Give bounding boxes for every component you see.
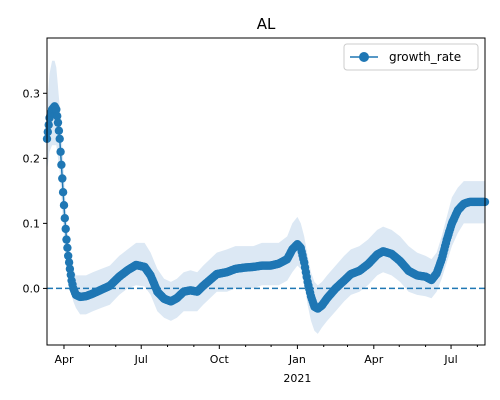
x-year-label: 2021 — [283, 372, 311, 385]
y-tick-label: 0.1 — [23, 217, 41, 230]
y-tick-label: 0.3 — [23, 87, 41, 100]
legend-label: growth_rate — [389, 50, 461, 64]
axes: 0.0 0.1 0.2 0.3 Apr Jul Oct Jan Apr Jul 2021 — [23, 37, 486, 385]
x-tick-label: Jul — [134, 353, 148, 366]
data-point — [56, 147, 65, 156]
legend: growth_rate — [343, 43, 479, 71]
data-point — [43, 127, 52, 137]
confidence-band-area — [47, 60, 485, 334]
data-point — [63, 251, 73, 261]
data-point — [59, 201, 69, 210]
data-point — [53, 118, 63, 127]
x-tick-label: Apr — [364, 353, 384, 366]
legend-marker — [359, 52, 369, 62]
x-tick-label: Jan — [288, 353, 306, 366]
y-tick-label: 0.0 — [23, 282, 41, 295]
data-point — [62, 235, 71, 244]
data-point — [60, 214, 69, 223]
confidence-band — [47, 60, 485, 334]
data-point — [61, 224, 70, 234]
data-point — [52, 105, 61, 114]
data-point — [54, 126, 64, 135]
series-growth-rate — [42, 102, 490, 313]
x-tick-label: Apr — [54, 353, 74, 366]
data-point — [53, 111, 62, 121]
x-tick-label: Jul — [443, 353, 457, 366]
y-tick-label: 0.2 — [23, 152, 41, 165]
x-tick-label: Oct — [210, 353, 230, 366]
plot-frame — [46, 37, 486, 346]
data-point — [64, 258, 74, 267]
data-point — [55, 134, 64, 143]
data-point — [58, 188, 68, 197]
legend-box — [343, 43, 479, 71]
data-point — [58, 174, 67, 183]
chart-title: AL — [257, 15, 276, 33]
data-point — [57, 160, 66, 169]
data-point — [63, 243, 72, 252]
